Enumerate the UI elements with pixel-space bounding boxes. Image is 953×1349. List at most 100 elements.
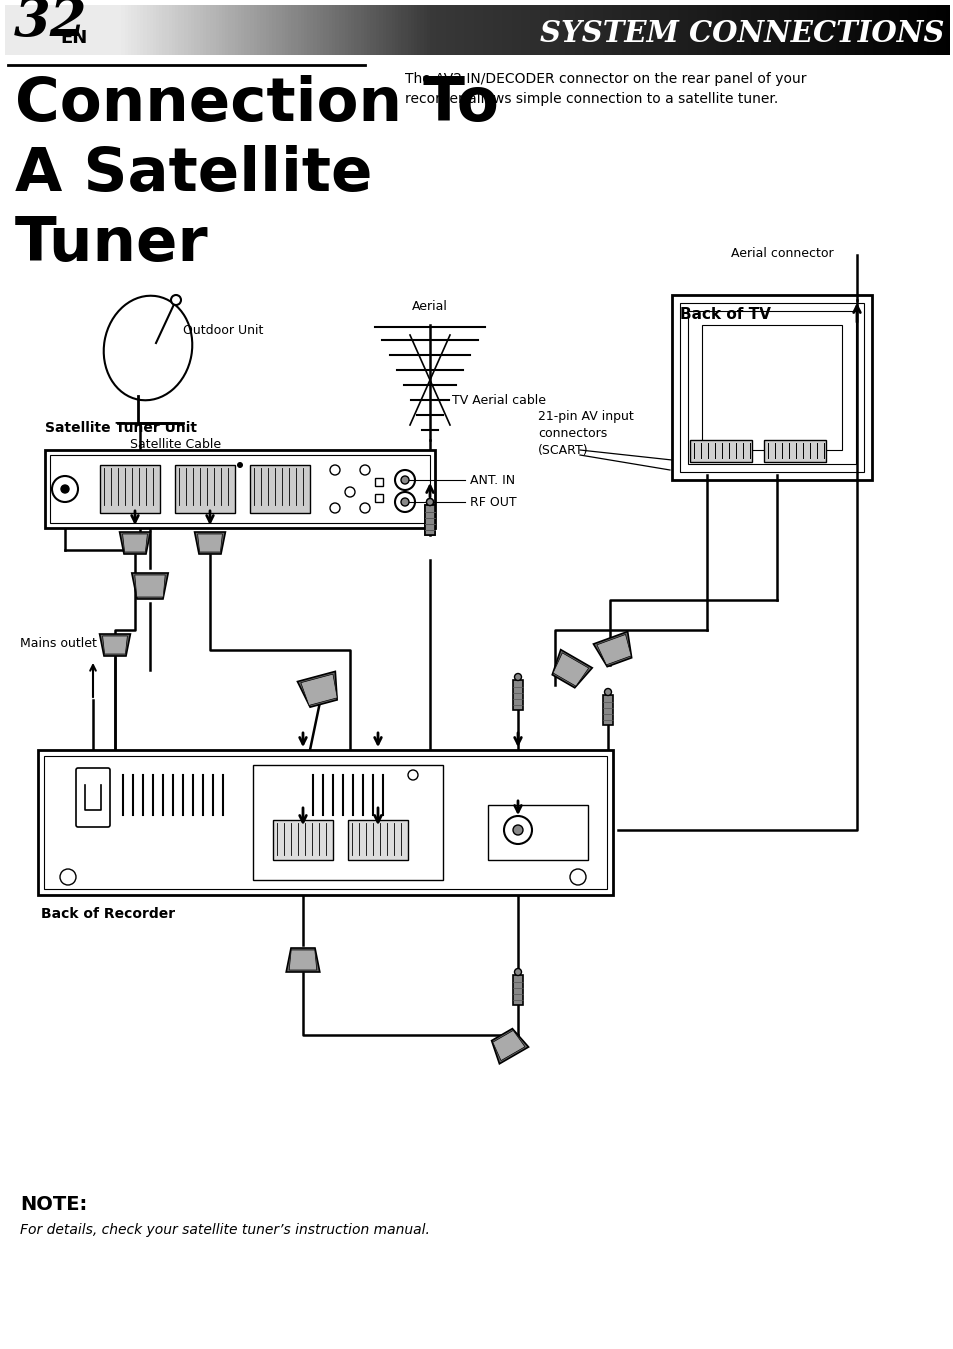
Bar [904, 5, 908, 55]
Bar [348, 820, 408, 861]
Bar [828, 5, 833, 55]
Bar [77, 5, 81, 55]
Bar [675, 5, 679, 55]
Bar [404, 5, 408, 55]
Bar [765, 5, 770, 55]
Bar [697, 5, 700, 55]
Bar [936, 5, 940, 55]
Bar [615, 5, 618, 55]
Bar [643, 5, 647, 55]
Bar [310, 5, 314, 55]
Bar [659, 5, 663, 55]
Bar [125, 5, 129, 55]
Bar [612, 5, 616, 55]
Text: Tuner: Tuner [15, 214, 209, 274]
Bar [580, 5, 584, 55]
Bar [375, 5, 380, 55]
Bar [424, 505, 435, 536]
Bar [596, 5, 600, 55]
Bar [646, 5, 650, 55]
Bar [571, 5, 575, 55]
Bar [530, 5, 534, 55]
Bar [624, 5, 628, 55]
Bar [115, 5, 119, 55]
Bar [555, 5, 559, 55]
Bar [55, 5, 59, 55]
Bar [944, 5, 949, 55]
Bar [281, 5, 286, 55]
Bar [36, 5, 41, 55]
Bar [513, 975, 522, 1005]
Bar [701, 325, 841, 451]
Bar [90, 5, 94, 55]
Bar [87, 5, 91, 55]
Bar [256, 5, 260, 55]
Bar [143, 5, 148, 55]
Bar [709, 5, 713, 55]
Bar [533, 5, 537, 55]
Bar [370, 5, 374, 55]
Bar [379, 5, 383, 55]
Bar [923, 5, 927, 55]
Polygon shape [493, 1031, 524, 1060]
Bar [200, 5, 204, 55]
Bar [523, 5, 528, 55]
Text: 32: 32 [14, 0, 88, 47]
Text: Aerial: Aerial [412, 299, 448, 313]
Bar [926, 5, 930, 55]
Bar [304, 5, 308, 55]
Bar [879, 5, 883, 55]
Bar [181, 5, 185, 55]
Bar [297, 5, 301, 55]
Bar [278, 5, 283, 55]
Bar [690, 5, 695, 55]
Bar [228, 5, 233, 55]
Bar [263, 5, 267, 55]
Bar [753, 5, 758, 55]
Bar [367, 5, 371, 55]
Bar [430, 5, 434, 55]
Circle shape [426, 499, 433, 506]
Bar [307, 5, 311, 55]
Bar [300, 5, 305, 55]
Bar [118, 5, 122, 55]
Bar [731, 5, 736, 55]
Circle shape [400, 476, 409, 484]
Bar [801, 5, 804, 55]
Bar [779, 5, 782, 55]
Bar [373, 5, 376, 55]
Bar [476, 5, 480, 55]
Bar [901, 5, 905, 55]
Bar [288, 5, 292, 55]
Bar [68, 5, 72, 55]
Bar [294, 5, 298, 55]
Bar [414, 5, 417, 55]
Bar [637, 5, 641, 55]
Bar [21, 5, 25, 55]
Polygon shape [197, 534, 222, 552]
Bar [546, 5, 550, 55]
Bar [71, 5, 75, 55]
Bar [159, 5, 163, 55]
Bar [14, 5, 18, 55]
Bar [479, 5, 484, 55]
Bar [627, 5, 632, 55]
Bar [137, 5, 141, 55]
Bar [634, 5, 638, 55]
Bar [27, 5, 31, 55]
Bar [866, 5, 870, 55]
Bar [501, 5, 506, 55]
Circle shape [514, 969, 521, 975]
Bar [743, 5, 748, 55]
Bar [193, 5, 197, 55]
Circle shape [61, 486, 69, 492]
Bar [721, 5, 726, 55]
Bar [564, 5, 569, 55]
Bar [407, 5, 412, 55]
Bar [375, 478, 382, 486]
Bar [760, 5, 763, 55]
Bar [640, 5, 644, 55]
Bar [433, 5, 436, 55]
Bar [694, 5, 698, 55]
Bar [668, 5, 673, 55]
